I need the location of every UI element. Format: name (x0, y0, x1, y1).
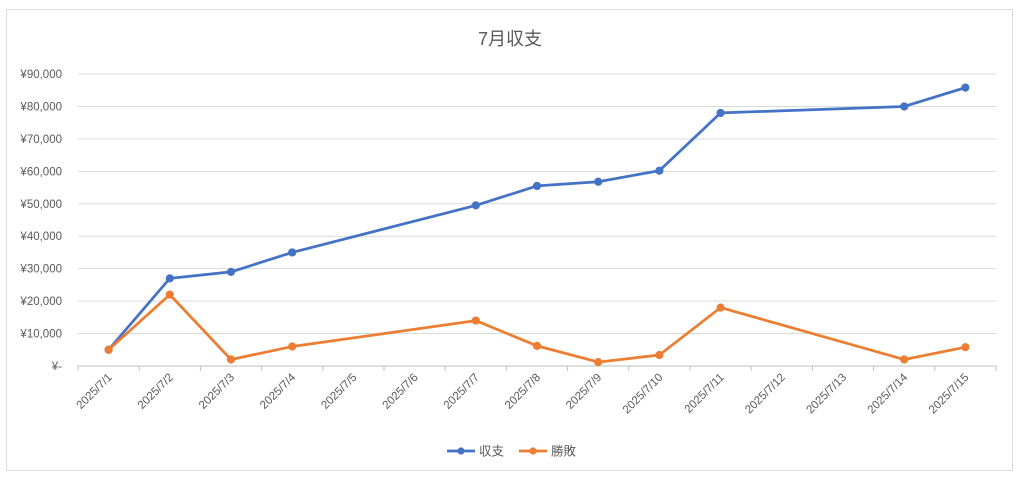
data-point (165, 274, 174, 283)
x-tick-label: 2025/7/7 (442, 372, 482, 412)
legend-label: 勝敗 (551, 444, 577, 459)
legend-swatch-marker (457, 447, 465, 455)
legend: 収支 勝敗 (447, 444, 577, 459)
x-tick-label: 2025/7/4 (258, 371, 299, 412)
data-point (104, 345, 113, 354)
data-point (165, 290, 174, 299)
data-point (532, 181, 542, 191)
data-point (594, 358, 603, 367)
series-lines (107, 86, 967, 364)
y-tick-label: ¥70,000 (19, 134, 62, 146)
y-tick-label: ¥50,000 (19, 199, 62, 211)
y-tick-label: ¥60,000 (19, 166, 62, 178)
x-tick-label: 2025/7/9 (564, 372, 604, 412)
data-point (655, 350, 664, 360)
y-tick-label: ¥- (51, 361, 62, 373)
data-point (716, 303, 725, 312)
data-point (716, 108, 725, 118)
y-axis-tick-labels: ¥- ¥10,000 ¥20,000 ¥30,000 ¥40,000 ¥50,000 ¥60… (19, 69, 62, 373)
x-tick-label: 2025/7/15 (927, 372, 972, 417)
series-markers (104, 83, 970, 367)
data-point (961, 83, 970, 92)
data-point (288, 342, 297, 351)
data-point (471, 201, 480, 210)
y-tick-label: ¥10,000 (19, 329, 62, 341)
legend-item: 収支 (447, 445, 505, 459)
series-line (107, 86, 967, 352)
series-line (107, 293, 967, 364)
y-tick-label: ¥90,000 (19, 69, 62, 81)
x-tick-label: 2025/7/13 (804, 372, 849, 417)
data-point (961, 343, 970, 352)
data-point (900, 102, 909, 111)
x-tick-label: 2025/7/6 (381, 372, 421, 412)
data-point (471, 316, 480, 325)
data-point (532, 341, 542, 350)
data-point (288, 248, 297, 257)
legend-label: 収支 (479, 445, 505, 459)
x-tick-label: 2025/7/5 (319, 372, 359, 412)
chart-frame (6, 9, 1013, 471)
gridlines (77, 73, 997, 371)
data-point (900, 355, 909, 364)
legend-swatch-marker (529, 447, 537, 455)
x-tick-label: 2025/7/2 (136, 372, 176, 412)
chart-title: 7月収支 (478, 29, 542, 49)
x-tick-label: 2025/7/1 (75, 372, 115, 412)
y-tick-label: ¥20,000 (19, 296, 62, 308)
x-axis-tick-labels: 2025/7/1 2025/7/2 2025/7/3 2025/7/4 2025/7/5… (75, 371, 972, 416)
y-tick-label: ¥30,000 (19, 264, 62, 276)
data-point (594, 177, 603, 186)
x-tick-label: 2025/7/14 (866, 371, 911, 416)
data-point (655, 166, 664, 175)
data-point (226, 355, 236, 364)
legend-item: 勝敗 (519, 444, 577, 459)
x-tick-label: 2025/7/12 (743, 372, 788, 417)
x-tick-label: 2025/7/3 (197, 372, 237, 412)
data-point (226, 267, 236, 277)
x-tick-label: 2025/7/10 (621, 372, 666, 417)
y-tick-label: ¥80,000 (19, 101, 62, 113)
y-tick-label: ¥40,000 (19, 231, 62, 243)
x-tick-label: 2025/7/8 (503, 372, 543, 412)
x-tick-label: 2025/7/11 (683, 372, 727, 416)
